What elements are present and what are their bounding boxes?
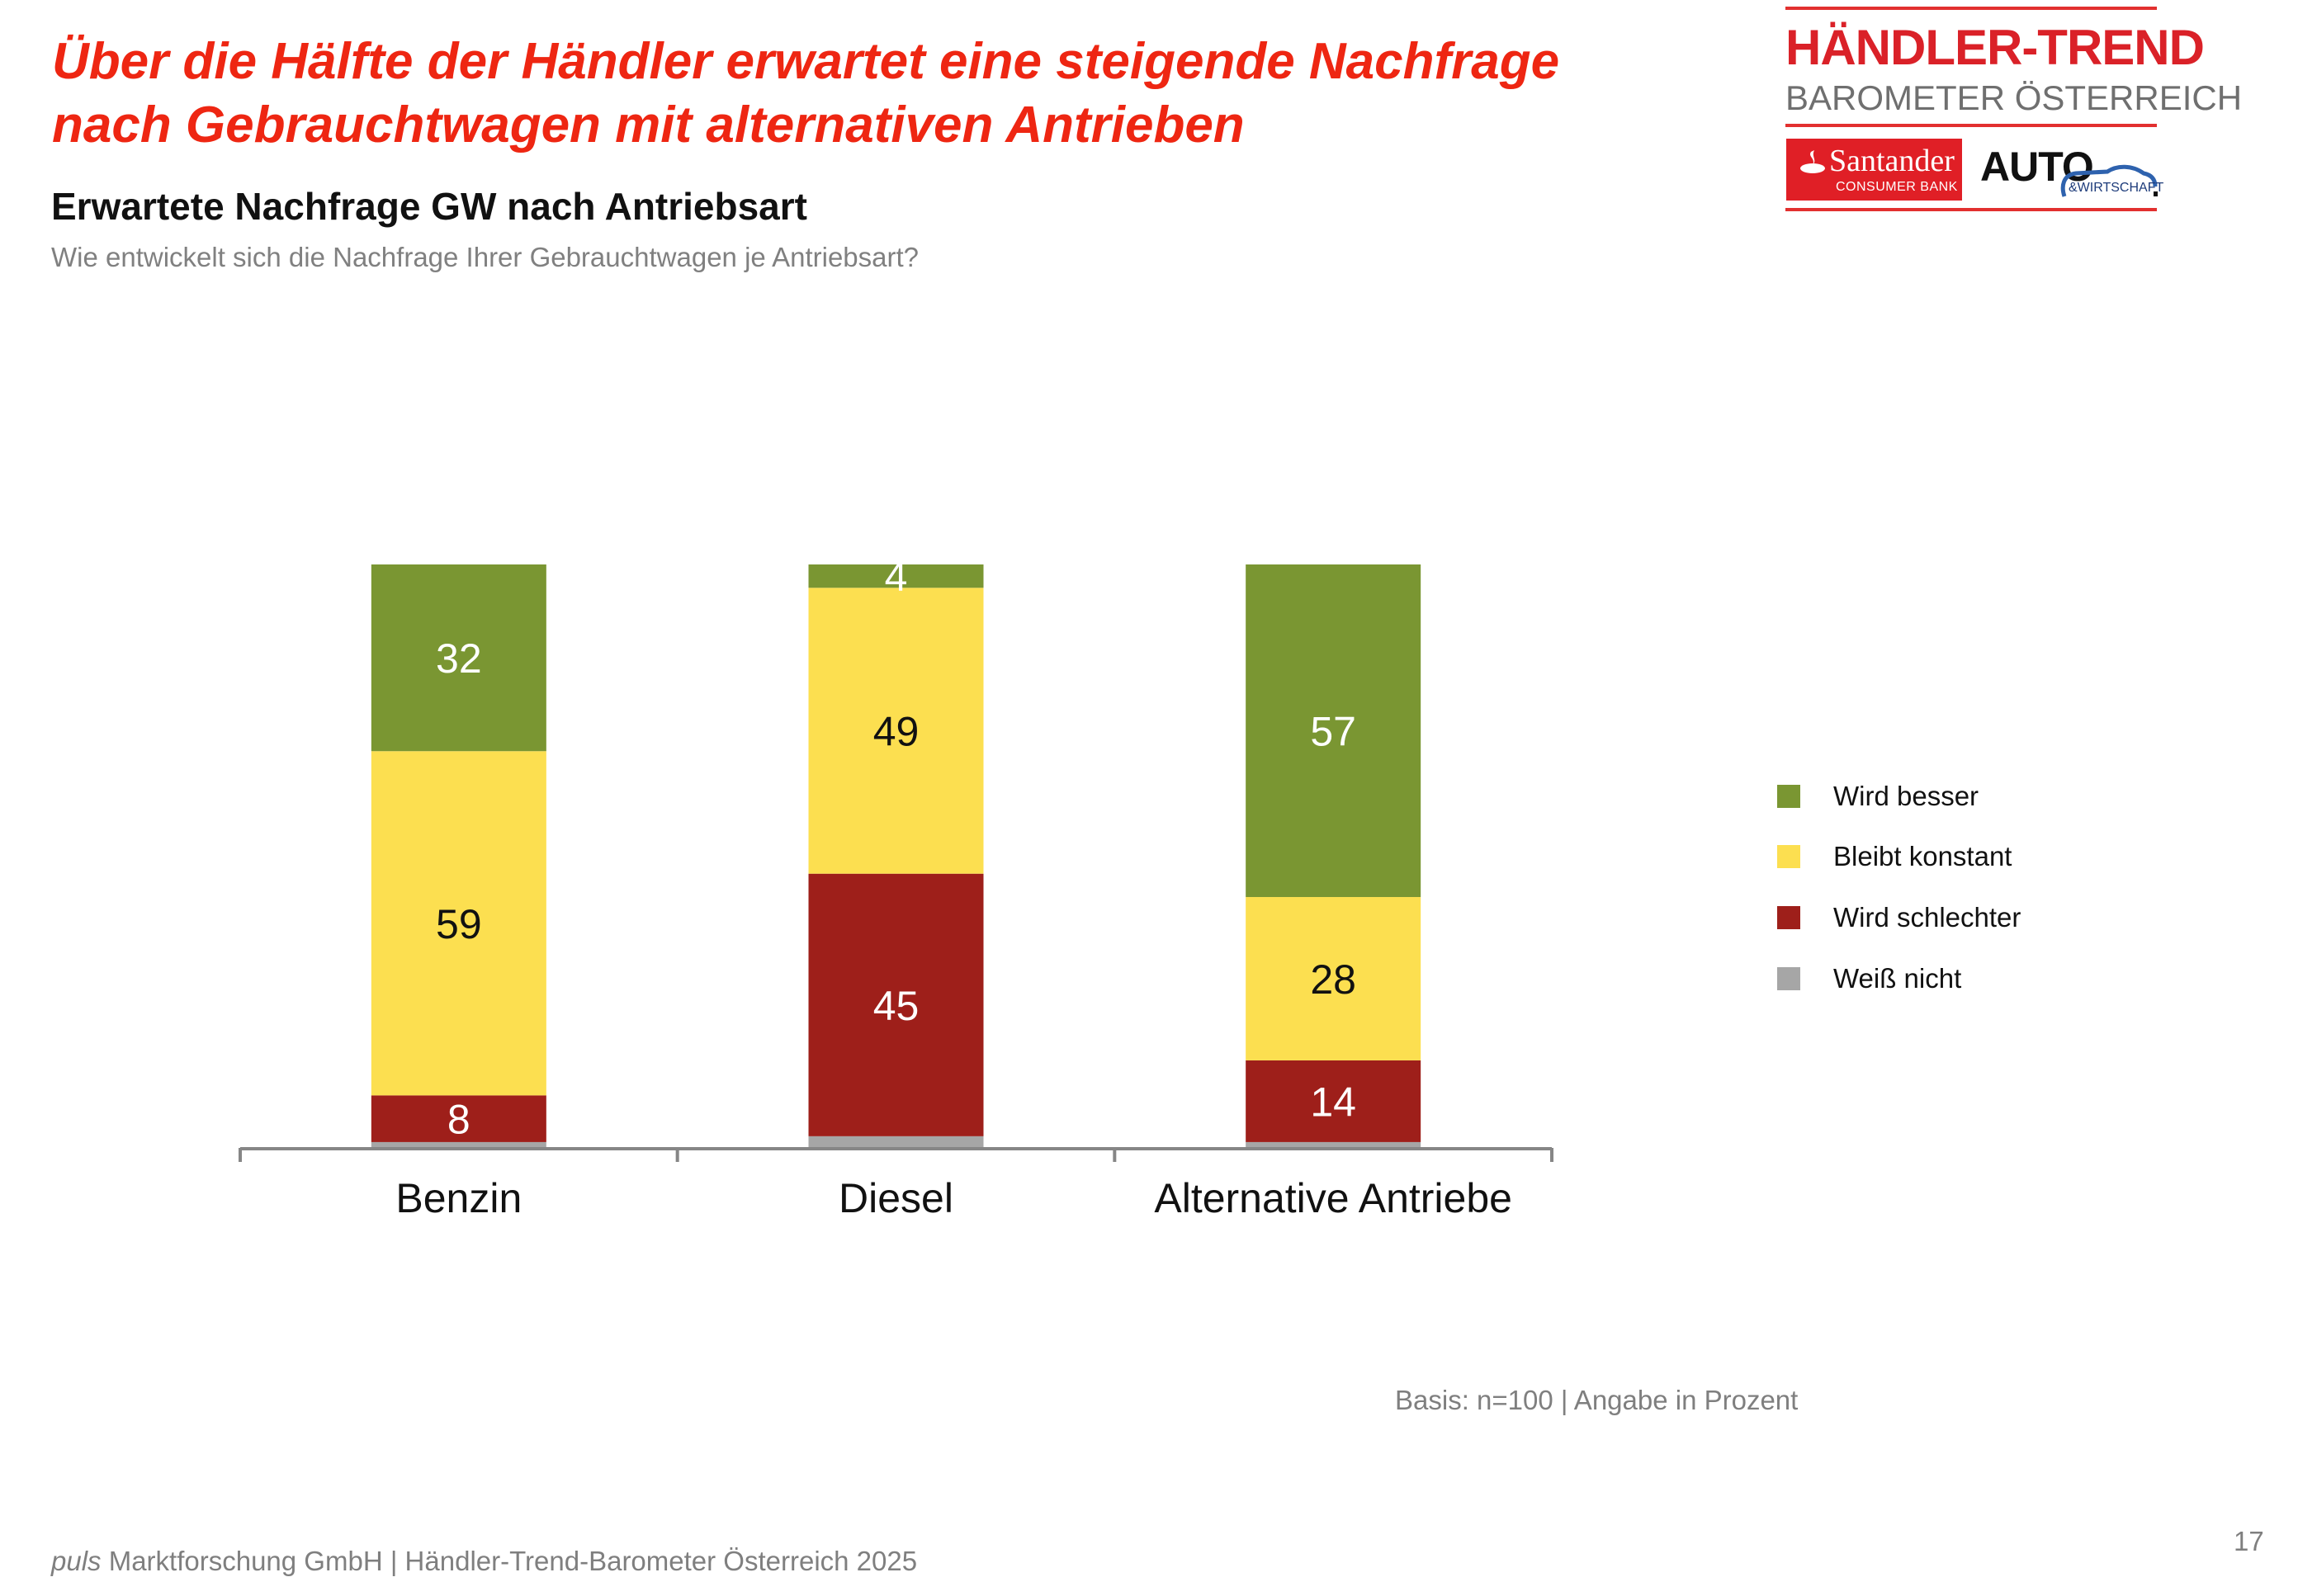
- bar-segment-diesel-wird-schlechter: [808, 873, 984, 1136]
- x-tick-label-alternative-antriebe: Alternative Antriebe: [1154, 1175, 1512, 1221]
- footer-brand: puls: [51, 1546, 102, 1576]
- logo-title: HÄNDLER-TREND: [1785, 20, 2205, 75]
- logo-rule-bottom: [1785, 208, 2157, 211]
- slide-headline: Über die Hälfte der Händler erwartet ein…: [52, 30, 1769, 157]
- x-tick-label-benzin: Benzin: [395, 1175, 522, 1221]
- logo-rule-top: [1785, 7, 2157, 10]
- bar-segment-diesel-bleibt-konstant: [808, 588, 984, 874]
- legend-swatch: [1777, 785, 1800, 808]
- car-outline-icon: [2060, 164, 2158, 197]
- auto-wirtschaft-text: AUTO: [1980, 144, 2094, 190]
- basis-note: Basis: n=100 | Angabe in Prozent: [1395, 1385, 1799, 1415]
- auto-wirtschaft-tagline: &WIRTSCHAFT: [2069, 181, 2164, 195]
- santander-tagline: CONSUMER BANK: [1836, 180, 1958, 194]
- legend-swatch: [1777, 906, 1800, 929]
- headline-line-1: Über die Hälfte der Händler erwartet ein…: [52, 33, 1560, 90]
- data-label-diesel-wird-schlechter: 45: [873, 983, 920, 1029]
- data-label-diesel-wird-besser: 4: [885, 554, 908, 600]
- bar-segment-benzin-wird-schlechter: [371, 1095, 546, 1142]
- bar-segment-alternative-antriebe-weiss-nicht: [1246, 1141, 1421, 1148]
- data-label-alternative-antriebe-bleibt-konstant: 28: [1310, 956, 1356, 1003]
- legend-swatch: [1777, 967, 1800, 990]
- data-label-benzin-wird-besser: 32: [436, 635, 482, 682]
- data-label-alternative-antriebe-wird-besser: 57: [1310, 708, 1356, 754]
- logo-rule-middle: [1785, 124, 2157, 127]
- x-tick-label-diesel: Diesel: [839, 1175, 953, 1221]
- chart-title: Erwartete Nachfrage GW nach Antriebsart: [51, 185, 807, 228]
- legend-label: Bleibt konstant: [1833, 841, 2012, 871]
- footer: puls Marktforschung GmbH | Händler-Trend…: [51, 1543, 917, 1579]
- data-label-benzin-wird-schlechter: 8: [447, 1097, 470, 1143]
- data-label-benzin-bleibt-konstant: 59: [436, 901, 482, 947]
- santander-name: Santander: [1829, 144, 1955, 178]
- footer-text: Marktforschung GmbH | Händler-Trend-Baro…: [101, 1546, 918, 1576]
- data-label-diesel-bleibt-konstant: 49: [873, 708, 920, 754]
- survey-question: Wie entwickelt sich die Nachfrage Ihrer …: [51, 242, 920, 272]
- bar-segment-benzin-wird-besser: [371, 564, 546, 752]
- santander-logo: Santander CONSUMER BANK: [1786, 139, 1962, 201]
- santander-flame-icon: [1800, 150, 1825, 173]
- legend-label: Weiß nicht: [1833, 963, 1962, 994]
- headline-line-2: nach Gebrauchtwagen mit alternativen Ant…: [52, 97, 1245, 153]
- bar-segment-alternative-antriebe-wird-schlechter: [1246, 1060, 1421, 1142]
- legend-swatch: [1777, 845, 1800, 868]
- haendler-trend-logo: HÄNDLER-TREND BAROMETER ÖSTERREICH Santa…: [1785, 7, 2243, 213]
- bar-segment-benzin-weiss-nicht: [371, 1141, 546, 1148]
- logo-subtitle: BAROMETER ÖSTERREICH: [1785, 78, 2243, 117]
- bar-segment-alternative-antriebe-bleibt-konstant: [1246, 896, 1421, 1060]
- data-label-alternative-antriebe-wird-schlechter: 14: [1310, 1079, 1356, 1125]
- legend-label: Wird schlechter: [1833, 902, 2021, 933]
- bar-segment-alternative-antriebe-wird-besser: [1246, 564, 1421, 897]
- bar-segment-diesel-weiss-nicht: [808, 1136, 984, 1148]
- bar-segment-diesel-wird-besser: [808, 564, 984, 588]
- bar-segment-benzin-bleibt-konstant: [371, 751, 546, 1096]
- page-number: 17: [2234, 1526, 2264, 1556]
- legend-label: Wird besser: [1833, 781, 1979, 811]
